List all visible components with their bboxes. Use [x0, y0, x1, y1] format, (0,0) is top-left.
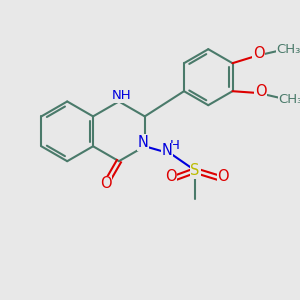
Text: O: O — [218, 169, 229, 184]
Text: S: S — [190, 163, 200, 178]
Text: NH: NH — [112, 89, 131, 102]
Text: O: O — [253, 46, 265, 62]
Text: N: N — [137, 135, 148, 150]
Text: CH₃: CH₃ — [276, 43, 300, 56]
Text: N: N — [162, 143, 172, 158]
Text: O: O — [255, 84, 266, 99]
Text: O: O — [165, 169, 177, 184]
Text: H: H — [170, 139, 180, 152]
Text: O: O — [100, 176, 112, 191]
Text: CH₃: CH₃ — [278, 93, 300, 106]
